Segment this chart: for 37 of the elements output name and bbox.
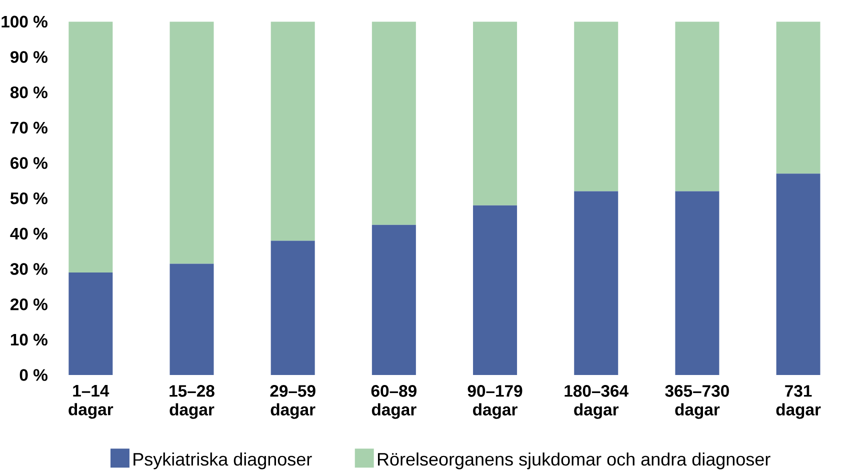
x-tick-label: 180–364 dagar xyxy=(564,385,628,419)
bar xyxy=(574,191,618,375)
bar xyxy=(372,22,416,225)
bar xyxy=(170,264,214,375)
bar xyxy=(170,22,214,264)
x-tick-label: 365–730 dagar xyxy=(665,385,729,419)
x-tick-label: 90–179 dagar xyxy=(468,385,522,419)
bar xyxy=(776,22,820,174)
y-tick-label: 70 % xyxy=(10,122,48,134)
x-tick-label: 731 dagar xyxy=(776,385,821,419)
bar xyxy=(473,205,518,375)
y-tick-label: 0 % xyxy=(20,369,48,381)
legend-label: Psykiatriska diagnoser xyxy=(134,452,312,470)
y-tick-label: 60 % xyxy=(10,157,48,169)
x-tick-label: 1–14 dagar xyxy=(68,385,114,419)
bar xyxy=(270,240,315,375)
bar xyxy=(675,191,720,375)
bar xyxy=(473,22,518,206)
bar xyxy=(372,224,416,375)
y-tick-label: 30 % xyxy=(10,263,48,275)
y-tick-label: 80 % xyxy=(10,86,48,98)
x-tick-label: 60–89 dagar xyxy=(371,385,416,419)
bar xyxy=(776,174,820,375)
y-tick-label: 100 % xyxy=(2,16,48,28)
y-tick-label: 50 % xyxy=(10,192,48,204)
bar xyxy=(270,22,315,241)
x-tick-label: 15–28 dagar xyxy=(170,385,214,419)
y-tick-label: 90 % xyxy=(10,51,48,63)
y-tick-label: 20 % xyxy=(10,298,48,310)
y-tick-label: 40 % xyxy=(10,228,48,240)
bar xyxy=(68,272,113,375)
bar xyxy=(574,22,618,192)
y-tick-label: 10 % xyxy=(10,334,48,346)
bar xyxy=(675,22,720,192)
x-tick-label: 29–59 dagar xyxy=(270,385,316,419)
legend-label: Rörelseorganens sjukdomar och andra diagnoser xyxy=(378,452,770,470)
bar xyxy=(68,22,113,273)
